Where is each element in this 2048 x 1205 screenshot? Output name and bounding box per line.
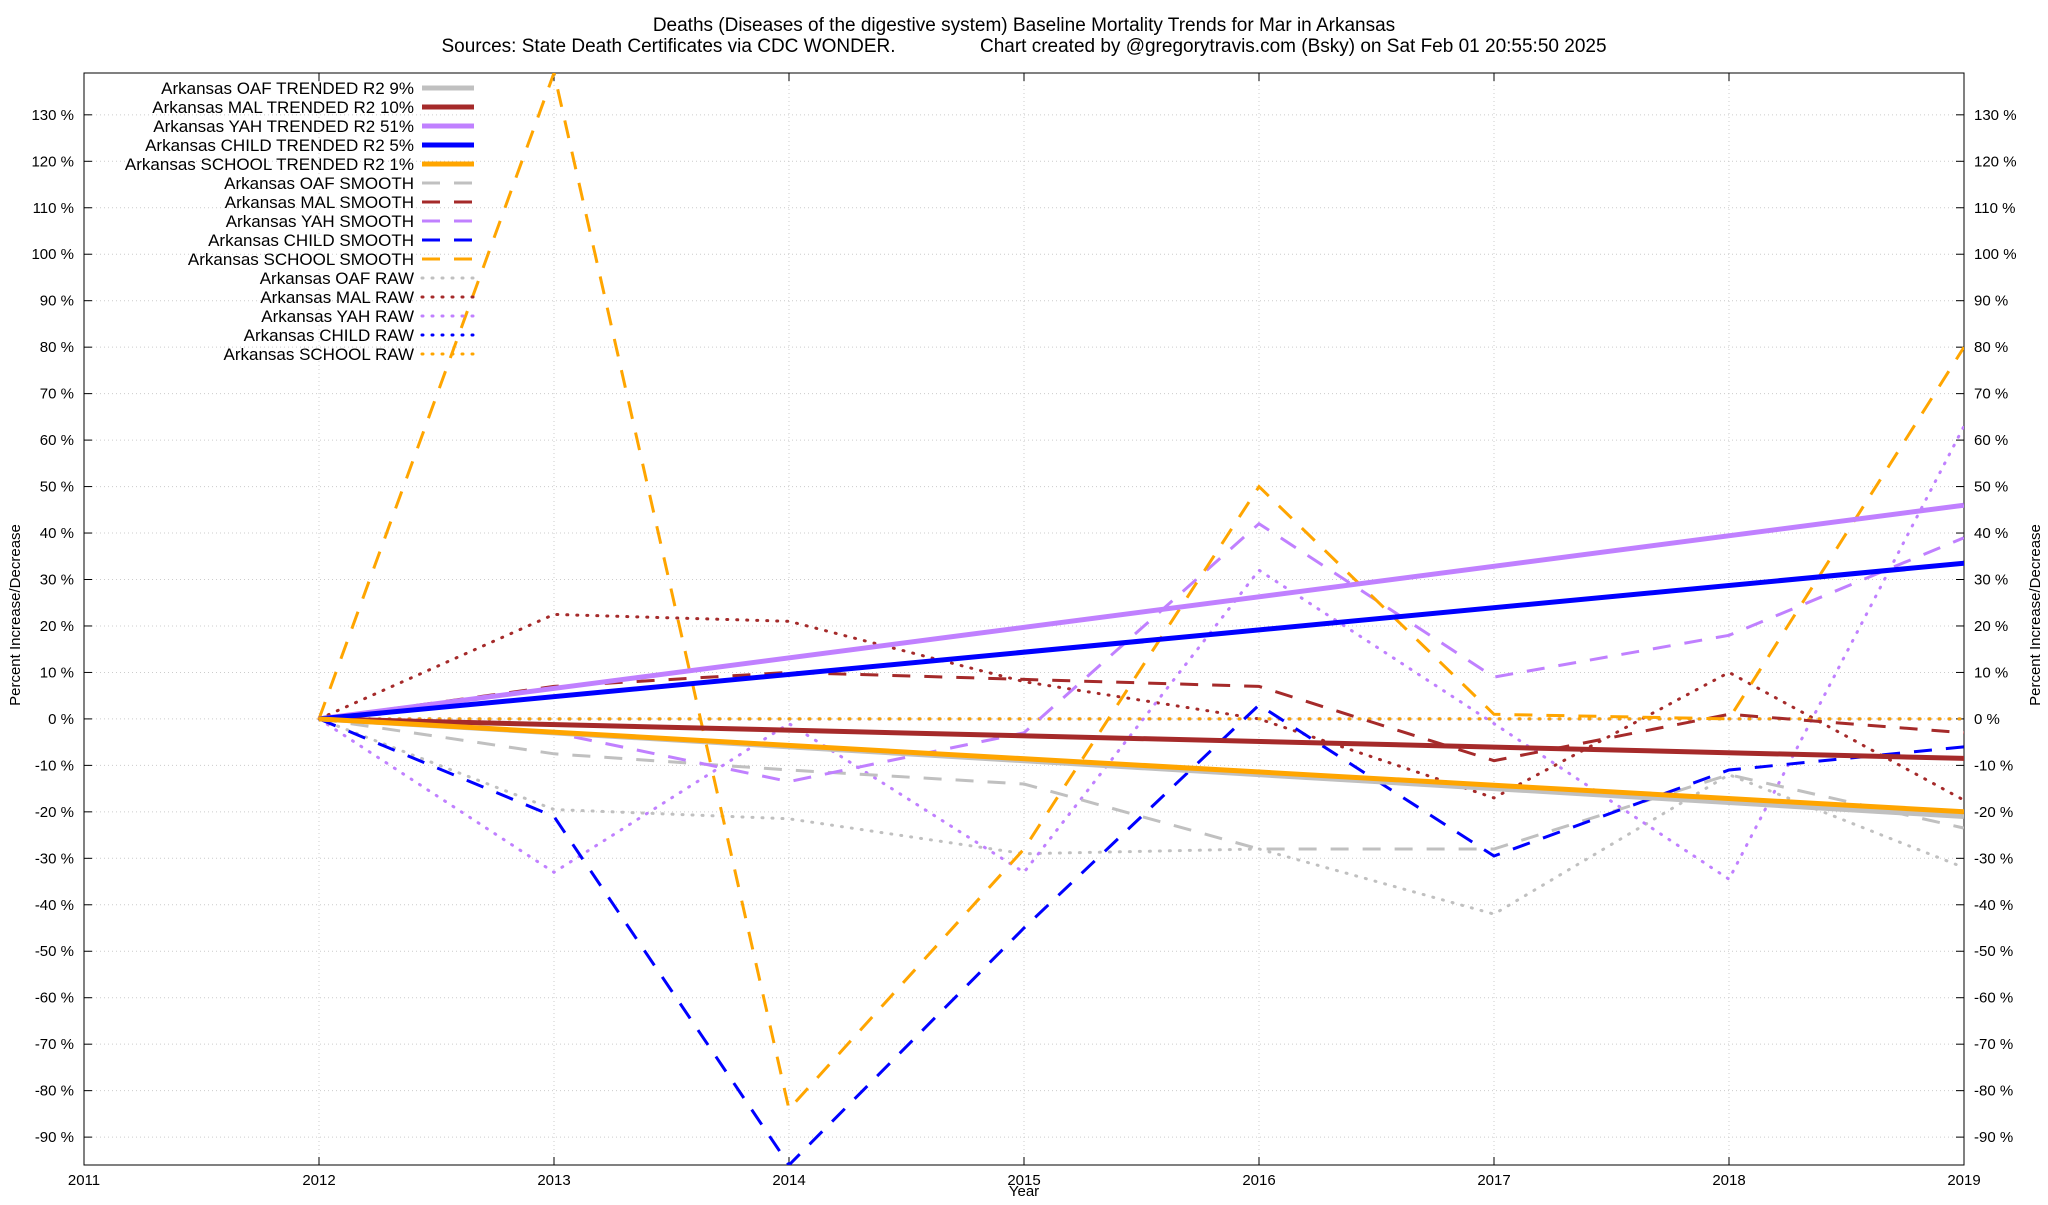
y-axis-label-right: Percent Increase/Decrease [2027, 524, 2044, 706]
axis-ticks: 130 % 130 % 120 % 120 % 110 % 110 % 100 % 100 %… [31, 73, 2017, 1189]
legend-label: Arkansas YAH RAW [261, 307, 414, 326]
y-tick-label: -50 % [35, 943, 74, 960]
y-tick-label: 60 % [40, 432, 74, 449]
y-tick-label-right: 50 % [1974, 479, 2008, 496]
legend-label: Arkansas CHILD SMOOTH [208, 231, 414, 250]
x-axis-label: Year [1009, 1183, 1039, 1200]
x-tick-label: 2017 [1477, 1172, 1510, 1189]
y-tick-label-right: 20 % [1974, 618, 2008, 635]
series-line-yah-smooth [318, 521, 1964, 784]
y-tick-label-right: 10 % [1974, 664, 2008, 681]
y-tick-label: -20 % [35, 804, 74, 821]
y-tick-label-right: 60 % [1974, 432, 2008, 449]
y-tick-label-right: -30 % [1974, 850, 2013, 867]
y-tick-label: 20 % [40, 618, 74, 635]
y-tick-label: -30 % [35, 850, 74, 867]
series-line-mal-trended [318, 716, 1964, 761]
y-tick-label-right: -40 % [1974, 897, 2013, 914]
x-tick-label: 2013 [537, 1172, 570, 1189]
x-tick-label: 2018 [1712, 1172, 1745, 1189]
legend-label: Arkansas YAH TRENDED R2 51% [153, 117, 414, 136]
legend-label: Arkansas OAF SMOOTH [224, 174, 414, 193]
y-tick-label: 80 % [40, 339, 74, 356]
gridlines [83, 73, 1965, 1165]
y-tick-label-right: 30 % [1974, 572, 2008, 589]
y-tick-label: 100 % [31, 246, 74, 263]
legend-label: Arkansas MAL SMOOTH [225, 193, 414, 212]
y-tick-label-right: 70 % [1974, 386, 2008, 403]
series-line-oaf-smooth [318, 717, 1964, 851]
y-tick-label-right: -20 % [1974, 804, 2013, 821]
y-tick-label: -70 % [35, 1036, 74, 1053]
series-line-yah-trended [318, 502, 1964, 722]
legend-label: Arkansas SCHOOL RAW [223, 345, 414, 364]
legend-label: Arkansas OAF RAW [260, 269, 414, 288]
y-tick-label-right: 120 % [1974, 153, 2017, 170]
y-axis-label-left: Percent Increase/Decrease [7, 524, 24, 706]
x-tick-label: 2012 [302, 1172, 335, 1189]
x-tick-label: 2015 [1007, 1172, 1040, 1189]
series-line-mal-smooth [318, 670, 1964, 763]
y-tick-label: 30 % [40, 572, 74, 589]
y-tick-label: -10 % [35, 757, 74, 774]
y-tick-label-right: 90 % [1974, 293, 2008, 310]
y-tick-label-right: -50 % [1974, 943, 2013, 960]
legend-label: Arkansas CHILD RAW [244, 326, 414, 345]
y-tick-label-right: 110 % [1974, 200, 2015, 217]
legend: Arkansas OAF TRENDED R2 9%Arkansas MAL T… [125, 79, 476, 364]
y-tick-label-right: 100 % [1974, 246, 2017, 263]
series-line-yah-raw [317, 424, 1964, 882]
x-tick-label: 2014 [772, 1172, 805, 1189]
y-tick-label: 110 % [33, 200, 74, 217]
series-line-child-smooth [318, 703, 1964, 1165]
y-tick-label-right: 80 % [1974, 339, 2008, 356]
y-tick-label: -60 % [35, 990, 74, 1007]
legend-label: Arkansas OAF TRENDED R2 9% [161, 79, 414, 98]
y-tick-label: 130 % [31, 107, 74, 124]
y-tick-label: -90 % [35, 1129, 74, 1146]
legend-label: Arkansas SCHOOL TRENDED R2 1% [125, 155, 414, 174]
y-tick-label-right: -10 % [1974, 757, 2013, 774]
y-tick-label-right: -90 % [1974, 1129, 2013, 1146]
legend-label: Arkansas SCHOOL SMOOTH [188, 250, 414, 269]
legend-label: Arkansas MAL TRENDED R2 10% [152, 98, 414, 117]
legend-label: Arkansas MAL RAW [260, 288, 414, 307]
chart-title: Deaths (Diseases of the digestive system… [653, 15, 1395, 36]
y-tick-label: 90 % [40, 293, 74, 310]
y-tick-label: 0 % [48, 711, 74, 728]
y-tick-label-right: -70 % [1974, 1036, 2013, 1053]
series-line-school-trended [318, 716, 1964, 815]
y-tick-label: 40 % [40, 525, 74, 542]
series-layer [317, 73, 1964, 1165]
y-tick-label: -40 % [35, 897, 74, 914]
y-tick-label: -80 % [35, 1083, 74, 1100]
y-tick-label: 120 % [31, 153, 74, 170]
y-tick-label-right: 0 % [1974, 711, 2000, 728]
y-tick-label-right: -60 % [1974, 990, 2013, 1007]
legend-label: Arkansas CHILD TRENDED R2 5% [145, 136, 414, 155]
chart-subtitle: Sources: State Death Certificates via CD… [441, 36, 1606, 57]
series-line-oaf-raw [317, 717, 1964, 916]
x-tick-label: 2011 [68, 1172, 100, 1189]
y-tick-label: 10 % [40, 664, 74, 681]
y-tick-label: 50 % [40, 479, 74, 496]
x-tick-label: 2016 [1242, 1172, 1275, 1189]
y-tick-label-right: 130 % [1974, 107, 2017, 124]
y-tick-label-right: 40 % [1974, 525, 2008, 542]
series-line-school-smooth [317, 73, 1964, 1113]
y-tick-label-right: -80 % [1974, 1083, 2013, 1100]
series-line-child-trended [318, 560, 1964, 722]
y-tick-label: 70 % [40, 386, 74, 403]
legend-label: Arkansas YAH SMOOTH [226, 212, 414, 231]
x-tick-label: 2019 [1947, 1172, 1980, 1189]
